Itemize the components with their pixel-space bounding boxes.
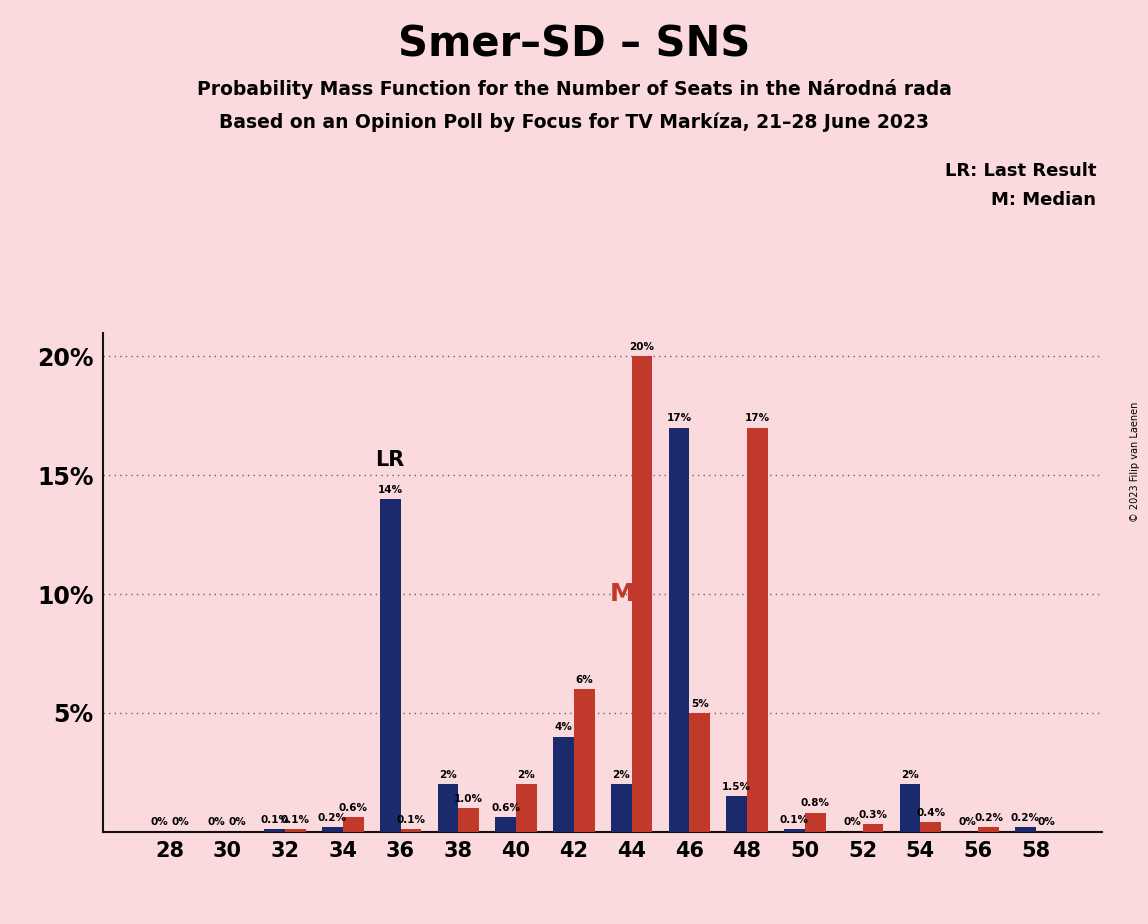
Bar (321, 827, 343, 832)
Bar (517, 784, 537, 832)
Text: © 2023 Filip van Laenen: © 2023 Filip van Laenen (1130, 402, 1140, 522)
Bar (611, 784, 631, 832)
Text: 2%: 2% (439, 770, 457, 780)
Text: 0%: 0% (228, 818, 247, 827)
Text: 2%: 2% (612, 770, 630, 780)
Bar (458, 808, 479, 832)
Text: 0.1%: 0.1% (779, 815, 809, 825)
Text: 0.4%: 0.4% (916, 808, 945, 818)
Text: 1.0%: 1.0% (455, 794, 483, 804)
Text: LR: Last Result: LR: Last Result (945, 162, 1096, 179)
Bar (401, 829, 421, 832)
Bar (747, 428, 768, 832)
Text: 0.1%: 0.1% (261, 815, 289, 825)
Bar (900, 784, 921, 832)
Text: 0.2%: 0.2% (1011, 812, 1040, 822)
Text: 20%: 20% (629, 342, 654, 352)
Text: 17%: 17% (666, 413, 691, 423)
Bar (343, 818, 364, 832)
Text: 0.1%: 0.1% (396, 815, 426, 825)
Text: 1.5%: 1.5% (722, 782, 751, 792)
Bar (380, 499, 401, 832)
Text: LR: LR (375, 450, 405, 470)
Text: 0%: 0% (1038, 818, 1055, 827)
Bar (1015, 827, 1035, 832)
Text: 0.3%: 0.3% (859, 810, 887, 821)
Bar (631, 357, 652, 832)
Text: 4%: 4% (554, 723, 573, 733)
Bar (978, 827, 999, 832)
Bar (264, 829, 285, 832)
Bar (784, 829, 805, 832)
Text: 0%: 0% (208, 818, 226, 827)
Text: 0.6%: 0.6% (339, 803, 367, 813)
Text: 17%: 17% (745, 413, 770, 423)
Text: M: Median: M: Median (992, 191, 1096, 209)
Text: 0.1%: 0.1% (281, 815, 310, 825)
Text: 0%: 0% (171, 818, 188, 827)
Text: 0%: 0% (150, 818, 168, 827)
Text: 0%: 0% (959, 818, 977, 827)
Bar (285, 829, 305, 832)
Text: 0%: 0% (844, 818, 861, 827)
Text: M: M (610, 582, 635, 606)
Text: 0.2%: 0.2% (974, 812, 1003, 822)
Text: 0.8%: 0.8% (801, 798, 830, 808)
Bar (495, 818, 517, 832)
Text: 2%: 2% (901, 770, 918, 780)
Bar (921, 822, 941, 832)
Text: 6%: 6% (575, 675, 594, 685)
Text: 0.2%: 0.2% (318, 812, 347, 822)
Text: 0.6%: 0.6% (491, 803, 520, 813)
Text: 5%: 5% (691, 699, 708, 709)
Bar (862, 824, 884, 832)
Text: Probability Mass Function for the Number of Seats in the Národná rada: Probability Mass Function for the Number… (196, 79, 952, 99)
Bar (805, 812, 825, 832)
Bar (689, 712, 711, 832)
Text: Smer–SD – SNS: Smer–SD – SNS (398, 23, 750, 65)
Bar (437, 784, 458, 832)
Text: 2%: 2% (518, 770, 535, 780)
Bar (668, 428, 689, 832)
Text: 14%: 14% (378, 485, 403, 494)
Text: Based on an Opinion Poll by Focus for TV Markíza, 21–28 June 2023: Based on an Opinion Poll by Focus for TV… (219, 113, 929, 132)
Bar (553, 736, 574, 832)
Bar (574, 689, 595, 832)
Bar (727, 796, 747, 832)
